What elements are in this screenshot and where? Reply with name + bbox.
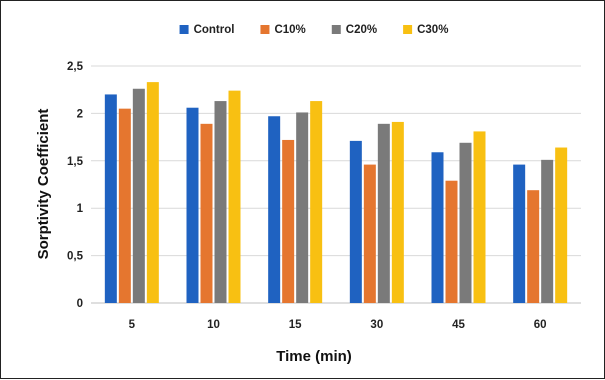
x-tick-label: 60	[534, 319, 547, 331]
bar-c20pct-30	[377, 123, 390, 303]
y-tick-label: 1	[77, 203, 84, 215]
x-tick-label: 30	[370, 319, 383, 331]
x-axis: 5 10 15 30 45 60	[129, 319, 547, 331]
bar-c20pct-60	[541, 159, 554, 303]
bar-c20pct-45	[459, 142, 472, 303]
bars	[104, 82, 568, 304]
legend: Control C10% C20% C30%	[179, 24, 448, 36]
legend-swatch	[179, 25, 189, 34]
bar-c20pct-15	[296, 112, 309, 304]
x-tick-label: 15	[289, 319, 302, 331]
bar-control-30	[349, 140, 362, 303]
bar-c30pct-10	[228, 90, 241, 303]
x-axis-title: Time (min)	[276, 348, 352, 365]
bar-c20pct-5	[132, 88, 145, 303]
legend-swatch	[260, 25, 270, 34]
x-tick-label: 5	[129, 319, 136, 331]
bar-c10pct-10	[200, 123, 213, 303]
grid-lines	[91, 65, 581, 304]
bar-c30pct-30	[391, 121, 404, 303]
bar-control-15	[268, 116, 281, 303]
bar-control-60	[513, 164, 526, 303]
bar-control-45	[431, 152, 444, 303]
bar-c30pct-45	[473, 131, 486, 303]
y-tick-label: 0,5	[67, 251, 84, 263]
y-axis-title: Sorptivity Coefficient	[35, 109, 52, 260]
bar-c20pct-10	[214, 101, 227, 304]
legend-label: C10%	[274, 24, 305, 36]
bar-control-10	[186, 107, 199, 303]
legend-label: Control	[194, 24, 235, 36]
legend-swatch	[331, 25, 341, 34]
y-tick-label: 2	[77, 108, 83, 120]
x-tick-label: 10	[207, 319, 220, 331]
bar-c30pct-15	[310, 101, 323, 304]
y-tick-label: 2,5	[67, 61, 84, 73]
bar-c10pct-60	[527, 190, 540, 303]
bar-c10pct-5	[118, 108, 131, 303]
bar-c30pct-60	[555, 147, 568, 303]
y-tick-label: 1,5	[67, 156, 84, 168]
x-tick-label: 45	[452, 319, 465, 331]
bar-c10pct-15	[282, 139, 295, 303]
bar-control-5	[104, 94, 117, 303]
legend-swatch	[403, 25, 413, 34]
legend-label: C20%	[346, 24, 377, 36]
bar-c10pct-45	[445, 180, 458, 303]
y-axis: 0 0,5 1 1,5 2 2,5	[67, 61, 84, 310]
y-tick-label: 0	[77, 298, 83, 310]
legend-label: C30%	[417, 24, 448, 36]
bar-c30pct-5	[146, 82, 159, 303]
bar-c10pct-30	[363, 164, 376, 303]
